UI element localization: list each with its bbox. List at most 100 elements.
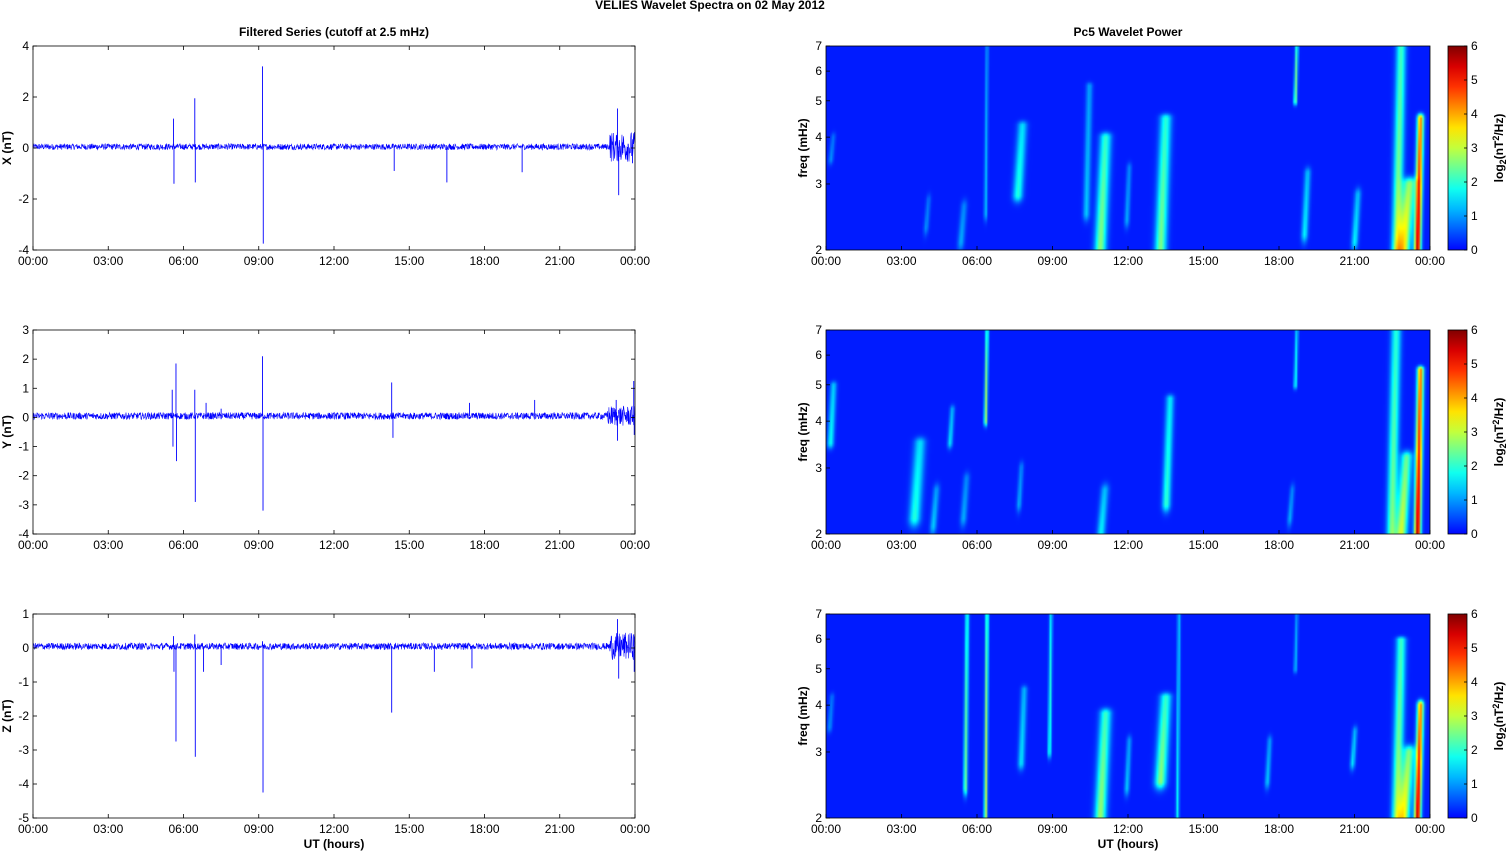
y-tick-label: 2 [815,811,822,825]
x-tick-label: 09:00 [244,538,274,552]
x-tick-label: 03:00 [886,254,916,268]
colorbar-tick-label: 5 [1471,641,1478,655]
y-tick-label: 3 [815,177,822,191]
x-tick-label: 00:00 [18,538,48,552]
x-tick-label: 03:00 [886,538,916,552]
colorbar-tick-label: 5 [1471,357,1478,371]
colorbar-tick-label: 0 [1471,527,1478,541]
y-tick-label: 4 [22,39,29,53]
x-tick-label: 09:00 [1037,254,1067,268]
x-tick-label: 21:00 [545,538,575,552]
x-tick-label: 00:00 [620,538,650,552]
x-tick-label: 00:00 [1415,254,1445,268]
x-tick-label: 03:00 [93,822,123,836]
y-axis-label: freq (mHz) [796,686,810,745]
y-tick-label: 6 [815,348,822,362]
x-tick-label: 00:00 [18,822,48,836]
y-tick-label: 6 [815,632,822,646]
colorbar-label: log2(nT2/Hz) [1491,682,1508,751]
y-tick-label: -1 [18,675,29,689]
x-tick-label: 06:00 [168,254,198,268]
y-tick-label: -2 [18,192,29,206]
colorbar-tick-label: 4 [1471,107,1478,121]
x-tick-label: 03:00 [93,538,123,552]
x-tick-label: 06:00 [962,254,992,268]
y-tick-label: 5 [815,662,822,676]
x-tick-label: 21:00 [1339,822,1369,836]
y-tick-label: 0 [22,410,29,424]
panel-title: Pc5 Wavelet Power [1074,25,1183,39]
x-tick-label: 09:00 [1037,538,1067,552]
x-tick-label: 15:00 [394,254,424,268]
series-panel-2: -4 -3 -2 -1 0 1 2 3 Y (nT) 00:00 03:00 06:00 09:00 12… [0,323,650,552]
trace-line [32,632,636,660]
x-tick-label: 18:00 [469,822,499,836]
x-tick-label: 21:00 [545,254,575,268]
y-tick-label: 0 [22,641,29,655]
y-tick-label: 4 [815,698,822,712]
x-tick-label: 12:00 [1113,822,1143,836]
y-tick-label: 6 [815,64,822,78]
x-tick-label: 00:00 [1415,822,1445,836]
colorbar-tick-label: 3 [1471,425,1478,439]
colorbar-tick-label: 3 [1471,709,1478,723]
y-axis-label: Y (nT) [0,415,14,449]
x-tick-label: 15:00 [394,822,424,836]
y-tick-label: 7 [815,323,822,337]
x-axis-label: UT (hours) [1098,837,1159,851]
x-tick-label: 12:00 [1113,538,1143,552]
x-tick-label: 00:00 [1415,538,1445,552]
y-axis-label: freq (mHz) [796,402,810,461]
x-tick-label: 18:00 [1264,822,1294,836]
y-tick-label: 5 [815,94,822,108]
y-tick-label: 3 [815,745,822,759]
x-tick-label: 03:00 [886,822,916,836]
x-tick-label: 15:00 [1188,538,1218,552]
x-tick-label: 21:00 [545,822,575,836]
colorbar-tick-label: 2 [1471,175,1478,189]
figure-suptitle: VELIES Wavelet Spectra on 02 May 2012 [595,0,825,12]
x-tick-label: 12:00 [319,822,349,836]
x-tick-label: 18:00 [1264,254,1294,268]
x-tick-label: 12:00 [319,538,349,552]
x-tick-label: 00:00 [18,254,48,268]
colorbar-tick-label: 4 [1471,675,1478,689]
colorbar-tick-label: 2 [1471,459,1478,473]
colorbar-tick-label: 5 [1471,73,1478,87]
series-panel-1: -4 -2 0 2 4 X (nT) 00:00 03:00 06:00 09:00 12:00 15… [0,25,650,268]
y-tick-label: -1 [18,440,29,454]
y-tick-label: 2 [815,527,822,541]
y-tick-label: 4 [815,414,822,428]
x-tick-label: 09:00 [1037,822,1067,836]
y-tick-label: 4 [815,130,822,144]
y-tick-label: 5 [815,378,822,392]
trace-line [32,405,636,426]
colorbar-tick-label: 0 [1471,811,1478,825]
x-tick-label: 00:00 [811,822,841,836]
colorbar-tick-label: 1 [1471,209,1478,223]
colorbar-label: log2(nT2/Hz) [1491,114,1508,183]
x-tick-label: 21:00 [1339,254,1369,268]
y-axis-label: freq (mHz) [796,118,810,177]
x-tick-label: 03:00 [93,254,123,268]
x-tick-label: 06:00 [962,822,992,836]
wavelet-heatmap [826,330,1430,534]
wavelet-heatmap [826,614,1430,818]
x-tick-label: 06:00 [962,538,992,552]
colorbar-tick-label: 6 [1471,39,1478,53]
y-tick-label: 7 [815,607,822,621]
x-tick-label: 00:00 [620,254,650,268]
y-tick-label: 1 [22,381,29,395]
colorbar-tick-label: 6 [1471,323,1478,337]
y-tick-label: 2 [22,352,29,366]
colorbar-tick-label: 3 [1471,141,1478,155]
x-tick-label: 18:00 [469,254,499,268]
x-tick-label: 21:00 [1339,538,1369,552]
colorbar-tick-label: 1 [1471,493,1478,507]
y-tick-label: -3 [18,743,29,757]
colorbar-tick-label: 6 [1471,607,1478,621]
x-tick-label: 09:00 [244,254,274,268]
series-panel-3: -5 -4 -3 -2 -1 0 1 Z (nT) 00:00 03:00 06:00 09:00 12… [0,607,650,851]
